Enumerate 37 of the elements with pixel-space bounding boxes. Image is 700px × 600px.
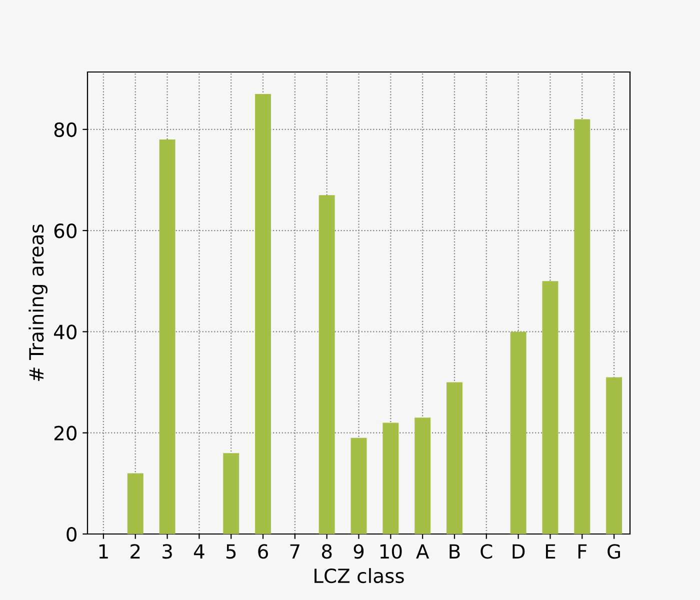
y-axis-title: # Training areas	[28, 224, 48, 381]
x-tick-label: 5	[226, 544, 236, 559]
y-tick-label: 80	[54, 122, 76, 138]
x-tick-label: 8	[322, 544, 332, 559]
x-tick-label: C	[480, 544, 492, 559]
bar	[318, 195, 335, 534]
bar	[159, 140, 176, 534]
y-tick-label: 20	[54, 426, 76, 441]
x-tick-label: 4	[194, 544, 204, 558]
x-tick-label: 3	[162, 544, 172, 559]
bar	[223, 453, 240, 534]
x-tick-label: D	[512, 544, 525, 558]
x-tick-label: B	[450, 544, 460, 558]
x-tick-label: 6	[258, 544, 268, 559]
bar	[510, 332, 526, 534]
bar	[606, 377, 622, 534]
x-tick-label: 9	[354, 544, 364, 559]
bar	[542, 281, 558, 534]
y-tick-label: 0	[66, 526, 76, 542]
bar	[127, 473, 144, 534]
x-tick-label: 10	[380, 544, 402, 559]
bar	[382, 422, 399, 534]
x-tick-label: 7	[290, 544, 300, 558]
y-tick-label: 40	[54, 324, 76, 340]
x-tick-label: 1	[99, 544, 108, 558]
bar	[446, 382, 462, 534]
bar	[414, 418, 431, 534]
x-tick-label: 2	[130, 544, 140, 558]
bar	[574, 119, 590, 534]
x-tick-label: A	[416, 544, 430, 558]
bar	[255, 94, 271, 534]
y-tick-label: 60	[54, 224, 76, 238]
bar	[350, 438, 367, 534]
x-axis-title: LCZ class	[314, 568, 404, 584]
x-tick-label: G	[608, 544, 620, 559]
x-tick-label: F	[578, 544, 587, 558]
x-tick-label: E	[546, 544, 556, 558]
